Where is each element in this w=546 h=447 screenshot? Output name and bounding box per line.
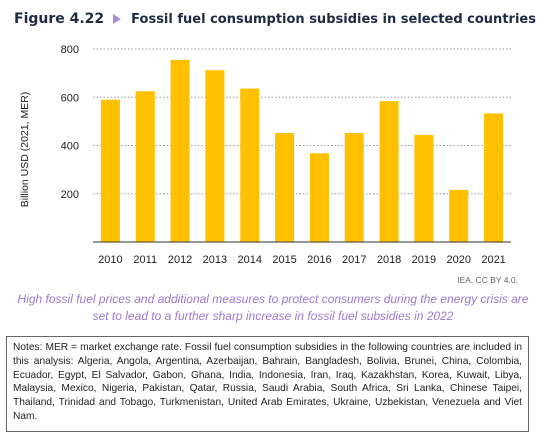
- axes: 200 400 600 800 2010 2011 2012 2013 2014 2015 2016…: [61, 44, 511, 266]
- grid-lines: [93, 48, 511, 195]
- bar-2015: [275, 132, 295, 242]
- x-tick-label: 2017: [342, 254, 366, 266]
- x-tick-label: 2021: [481, 254, 505, 266]
- x-tick-label: 2011: [133, 254, 157, 266]
- bar-2010: [100, 99, 120, 242]
- credit-text: IEA. CC BY 4.0.: [457, 275, 518, 285]
- bar-2019: [414, 134, 434, 242]
- bar-2020: [449, 189, 469, 242]
- x-tick-label: 2015: [272, 254, 296, 266]
- x-tick-label: 2018: [377, 254, 401, 266]
- bar-2011: [135, 91, 155, 242]
- x-tick-label: 2010: [98, 254, 122, 266]
- figure-caption: High fossil fuel prices and additional m…: [17, 292, 529, 323]
- bars: [100, 59, 504, 243]
- y-tick-label: 400: [61, 141, 79, 153]
- figure-header: Figure 4.22 Fossil fuel consumption subs…: [14, 8, 536, 30]
- bar-2018: [379, 101, 399, 242]
- bar-2012: [170, 59, 190, 243]
- x-tick-label: 2019: [412, 254, 436, 266]
- y-axis-label: Billion USD (2021, MER): [19, 92, 31, 208]
- bar-chart: 200 400 600 800 2010 2011 2012 2013 2014 2015 2016…: [19, 44, 511, 266]
- bar-2013: [205, 70, 225, 242]
- bar-2014: [240, 88, 260, 242]
- y-tick-label: 600: [61, 92, 79, 104]
- notes-box: Notes: MER = market exchange rate. Fossi…: [6, 336, 529, 432]
- bar-2021: [484, 113, 504, 242]
- figure-title: Fossil fuel consumption subsidies in sel…: [131, 11, 536, 27]
- triangle-arrow-icon: [113, 14, 122, 24]
- x-tick-label: 2013: [203, 254, 227, 266]
- x-tick-label: 2020: [447, 254, 471, 266]
- x-tick-label: 2014: [238, 254, 262, 266]
- x-tick-label: 2012: [168, 254, 192, 266]
- figure-number: Figure 4.22: [14, 11, 105, 27]
- bar-2017: [344, 132, 364, 242]
- y-tick-label: 800: [61, 44, 79, 56]
- bar-2016: [309, 153, 329, 242]
- y-tick-label: 200: [61, 189, 79, 201]
- x-tick-label: 2016: [307, 254, 331, 266]
